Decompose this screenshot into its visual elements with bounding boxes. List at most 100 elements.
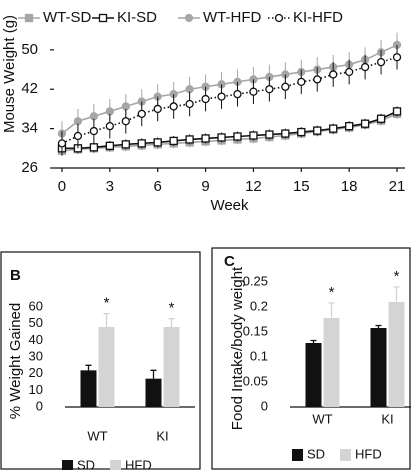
legend-label: WT-HFD (203, 9, 261, 26)
marker (313, 126, 322, 135)
legend-swatch (340, 449, 351, 461)
bar (145, 378, 162, 407)
marker (121, 102, 130, 111)
x-tick-label: WT (312, 411, 332, 426)
marker (217, 92, 226, 101)
error-bar (393, 286, 400, 302)
marker (89, 126, 99, 136)
marker (185, 99, 194, 109)
y-tick-label: 34 (21, 120, 38, 137)
marker (265, 85, 274, 94)
marker (392, 107, 402, 116)
marker (153, 104, 162, 114)
marker (376, 58, 386, 67)
marker (265, 130, 274, 139)
y-tick-label: 60 (29, 298, 43, 313)
x-tick-label: 0 (58, 178, 66, 195)
marker (137, 139, 146, 148)
y-tick-label: 50 (21, 41, 38, 58)
panel-b-frame (0, 251, 201, 470)
bar (80, 370, 97, 407)
marker (153, 138, 162, 147)
error-bar (168, 318, 175, 327)
error-bar (103, 313, 110, 327)
error-bar (150, 369, 157, 379)
marker (201, 94, 210, 104)
x-tick-label: 6 (154, 178, 162, 195)
y-tick-label: 0 (36, 398, 43, 413)
marker (73, 117, 83, 126)
marker (233, 90, 242, 99)
marker (121, 117, 130, 126)
x-axis-label: Week (210, 197, 249, 214)
y-tick-label: 0.25 (243, 273, 268, 288)
annotation: * (104, 295, 110, 312)
marker (185, 135, 194, 144)
marker (249, 87, 258, 96)
y-tick-label: 20 (29, 365, 43, 380)
annotation: * (329, 284, 335, 301)
x-tick-label: KI (381, 411, 393, 426)
x-tick-label: 21 (389, 178, 406, 195)
marker (73, 131, 83, 141)
x-tick-label: 12 (245, 178, 262, 195)
marker (297, 127, 306, 137)
x-tick-label: 18 (341, 178, 358, 195)
marker (121, 140, 130, 149)
series-line (61, 56, 398, 145)
marker (281, 82, 290, 91)
y-tick-label: 30 (29, 348, 43, 363)
x-tick-label: KI (156, 428, 168, 443)
legend-label: WT-SD (43, 9, 91, 26)
error-bar (310, 339, 317, 343)
marker (345, 122, 354, 131)
error-bar (85, 364, 92, 371)
bar (163, 327, 180, 407)
marker (105, 122, 114, 131)
marker (345, 67, 354, 77)
y-axis-label: Food Intake/body weight (229, 266, 246, 430)
marker (57, 139, 67, 148)
series-line (61, 44, 398, 135)
series-line (61, 110, 398, 150)
marker (201, 134, 210, 143)
y-tick-label: 42 (21, 80, 38, 97)
x-tick-label: 9 (201, 178, 209, 195)
legend-label: SD (77, 457, 95, 470)
marker (329, 124, 338, 133)
bar (370, 328, 387, 407)
marker (89, 143, 99, 152)
marker (360, 62, 370, 72)
y-tick-label: 50 (29, 315, 43, 330)
bar (305, 343, 322, 407)
bar (388, 302, 405, 407)
y-tick-label: 40 (29, 332, 43, 347)
y-tick-label: 0.05 (243, 373, 268, 388)
y-axis-label: % Weight Gained (7, 303, 24, 419)
y-tick-label: 26 (21, 159, 38, 176)
series-line (61, 113, 398, 152)
marker (169, 136, 178, 146)
legend-swatch (110, 460, 121, 470)
panel-c-frame (211, 247, 411, 470)
marker (313, 75, 322, 84)
error-bar (328, 302, 335, 318)
marker (329, 70, 338, 79)
marker (392, 53, 402, 62)
marker (185, 85, 194, 94)
marker (297, 77, 306, 86)
bar (98, 327, 115, 407)
marker (376, 114, 386, 123)
legend-label: SD (307, 446, 325, 461)
y-tick-label: 0.1 (250, 348, 268, 363)
panel-label: B (10, 267, 21, 284)
marker (105, 141, 114, 150)
y-axis-label: Mouse Weight (g) (1, 15, 18, 133)
marker (360, 119, 370, 128)
marker (281, 129, 290, 138)
panel-label: C (224, 253, 235, 270)
y-tick-label: 10 (29, 382, 43, 397)
legend-marker (184, 13, 194, 23)
annotation: * (169, 300, 175, 317)
